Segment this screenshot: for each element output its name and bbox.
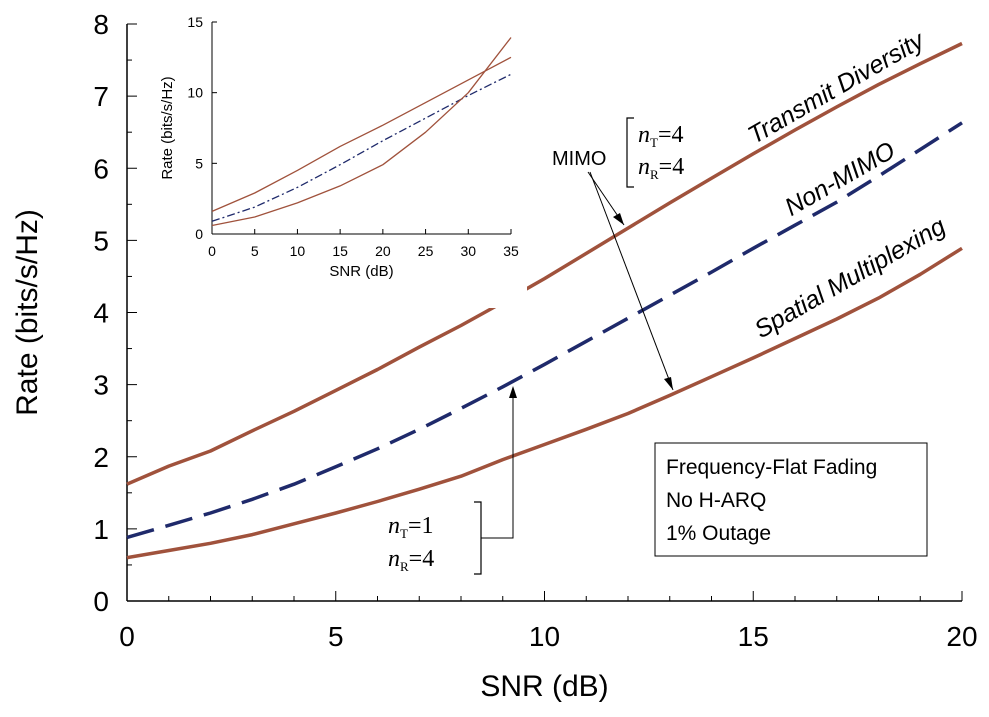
main-x-tick-label: 0: [119, 621, 135, 652]
inset-x-tick-label: 20: [375, 243, 391, 259]
inset-x-tick-label: 0: [208, 243, 216, 259]
main-y-tick-label: 8: [93, 9, 109, 40]
inset-x-tick-label: 25: [418, 243, 434, 259]
inset-y-tick-label: 5: [195, 155, 203, 171]
main-x-tick-label: 20: [946, 621, 977, 652]
main-x-axis-title: SNR (dB): [480, 670, 608, 703]
inset-x-tick-label: 5: [251, 243, 259, 259]
main-series-line-non-mimo: [126, 121, 963, 540]
mimo-nt: nT=4: [638, 122, 684, 150]
main-y-axis-title: Rate (bits/s/Hz): [11, 209, 44, 416]
main-y-tick-label: 2: [93, 442, 109, 473]
siso-arrow-head: [509, 386, 517, 398]
inset-y-tick-label: 15: [187, 14, 203, 30]
main-y-tick-label: 1: [93, 514, 109, 545]
main-series-line-transmit-diversity: [126, 41, 963, 486]
main-series: [126, 41, 963, 560]
mimo-label: MIMO: [552, 148, 606, 170]
inset-y-tick-label: 10: [187, 85, 203, 101]
inset-y-tick-label: 0: [195, 226, 203, 242]
main-x-tick-label: 15: [738, 621, 769, 652]
inset-x-axis-title: SNR (dB): [329, 263, 393, 280]
main-x-tick-label: 5: [328, 621, 344, 652]
mimo-annotation: MIMO nT=4 nR=4: [552, 117, 684, 391]
condition-box-frame: [654, 442, 928, 557]
main-series-line-spatial-multiplexing: [126, 246, 963, 560]
siso-bracket: [474, 501, 482, 575]
mimo-bracket: [626, 117, 634, 188]
siso-arrow-line: [481, 390, 514, 539]
siso-nt: nT=1: [388, 513, 434, 541]
inset-series: [211, 37, 512, 227]
inset-series-line-transmit-diversity: [211, 56, 512, 212]
condition-line-3: 1% Outage: [666, 522, 771, 545]
mimo-arrow-lower-head: [664, 377, 673, 390]
main-y-tick-label: 5: [93, 225, 109, 256]
inset-y-axis-title: Rate (bits/s/Hz): [159, 76, 176, 179]
condition-line-2: No H-ARQ: [666, 489, 766, 512]
inset-x-tick-label: 10: [290, 243, 306, 259]
main-axes: 0 5 10 15 20 0 1 2 3 4 5 6 7 8 SNR (dB) Rate (bits/s/Hz…: [11, 9, 978, 703]
main-y-tick-label: 4: [93, 298, 109, 329]
siso-annotation: nT=1 nR=4: [388, 386, 517, 575]
main-y-tick-label: 6: [93, 153, 109, 184]
mimo-arrow-upper-head: [613, 213, 624, 225]
inset-axes: 0 5 10 15 20 25 30 35 0 5 10 15 SNR (dB) Rate (bits/s…: [159, 14, 519, 280]
main-y-tick-label: 0: [93, 586, 109, 617]
label-non-mimo: Non-MIMO: [780, 136, 900, 221]
mimo-arrow-lower: [589, 171, 674, 391]
condition-box: Frequency-Flat Fading No H-ARQ 1% Outage: [654, 442, 928, 557]
inset-series-line-spatial-multiplexing: [211, 37, 512, 227]
main-y-tick-label: 3: [93, 370, 109, 401]
mimo-nr: nR=4: [638, 154, 684, 182]
label-transmit-diversity: Transmit Diversity: [743, 26, 930, 150]
inset-background: [155, 8, 527, 308]
condition-line-1: Frequency-Flat Fading: [666, 456, 877, 479]
inset-x-tick-label: 35: [503, 243, 519, 259]
inset-x-tick-label: 30: [460, 243, 476, 259]
inset-x-tick-label: 15: [332, 243, 348, 259]
siso-nr: nR=4: [388, 546, 434, 574]
main-x-tick-label: 10: [529, 621, 560, 652]
main-y-tick-label: 7: [93, 81, 109, 112]
